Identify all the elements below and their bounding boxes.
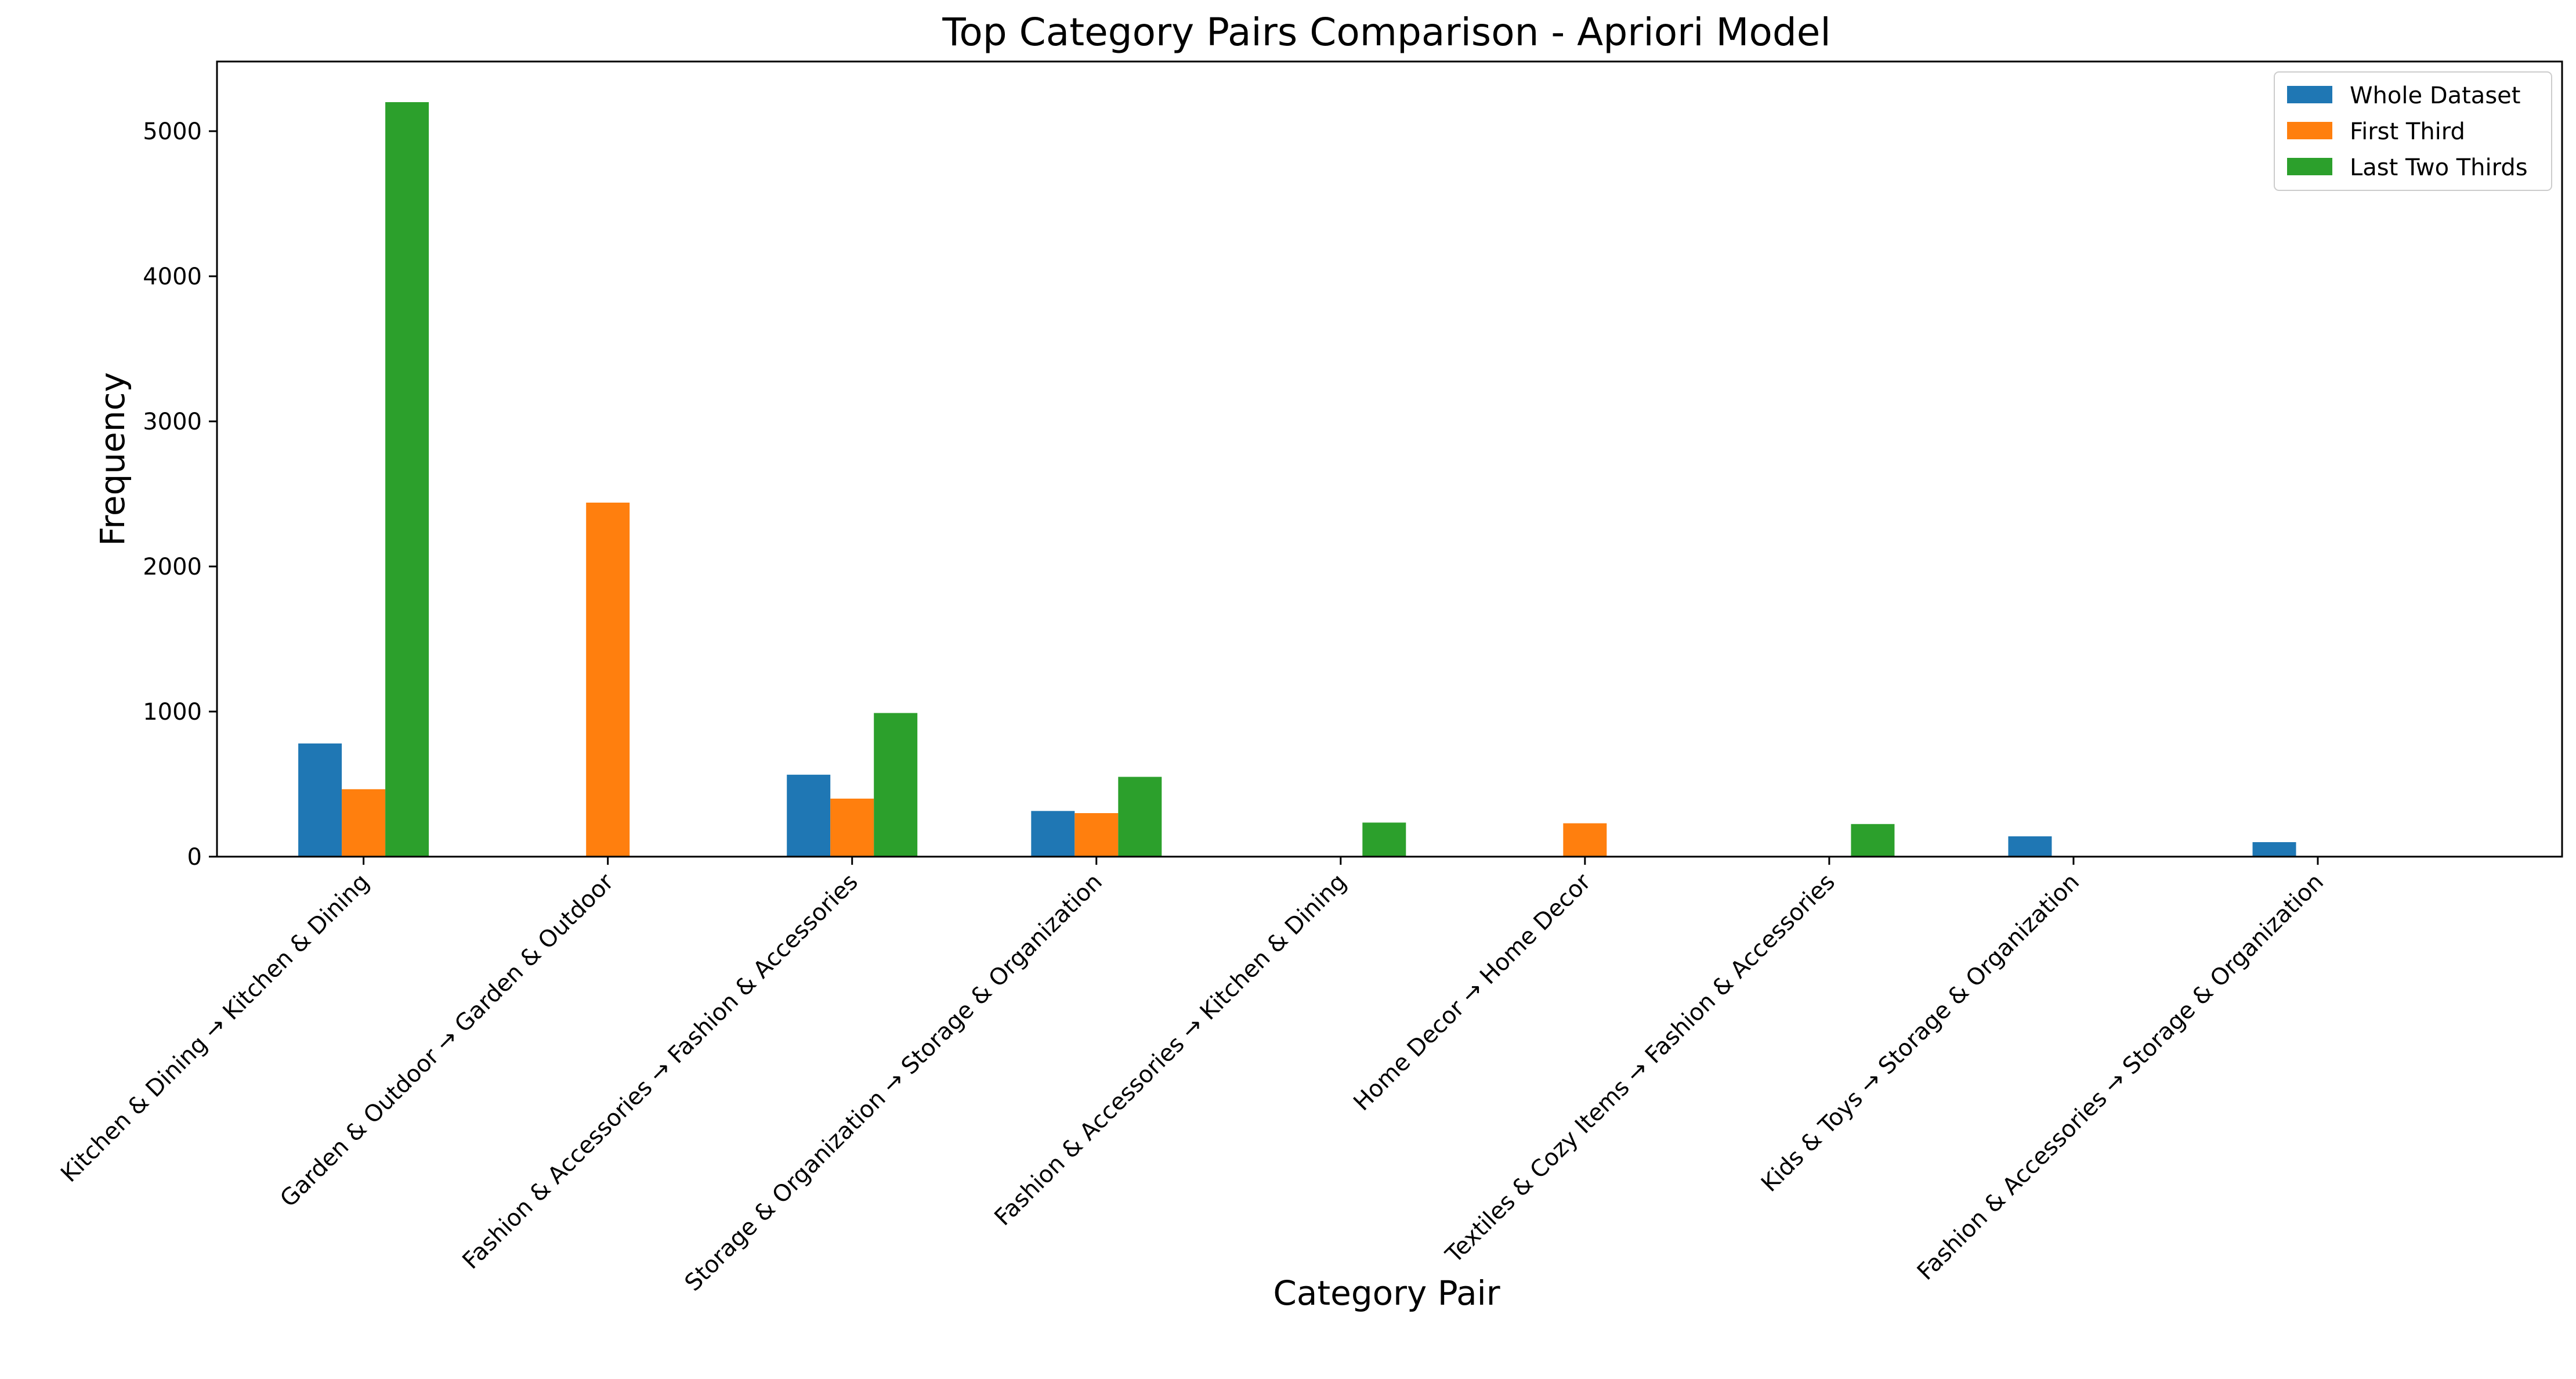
y-axis-title: Frequency — [93, 372, 132, 546]
bar — [1118, 777, 1162, 857]
y-axis: 0 1000 2000 3000 4000 5000 — [143, 118, 217, 871]
y-tick-label: 2000 — [143, 554, 202, 580]
y-tick-label: 5000 — [143, 118, 202, 145]
bar — [385, 102, 429, 857]
bar — [830, 799, 874, 857]
chart-title: Top Category Pairs Comparison - Apriori … — [942, 10, 1830, 55]
bar — [298, 743, 342, 857]
legend-label: Whole Dataset — [2350, 82, 2520, 109]
bar — [2008, 836, 2052, 857]
y-tick-label: 0 — [187, 844, 202, 871]
legend-swatch — [2287, 86, 2332, 103]
bar — [1362, 822, 1406, 857]
legend-swatch — [2287, 158, 2332, 175]
x-axis-title: Category Pair — [1273, 1273, 1500, 1313]
bar — [787, 774, 831, 857]
legend-label: First Third — [2350, 118, 2465, 145]
bar — [1074, 813, 1119, 857]
bar — [586, 503, 630, 857]
y-tick-label: 1000 — [143, 699, 202, 725]
bar — [874, 713, 918, 857]
y-tick-label: 3000 — [143, 409, 202, 435]
y-tick-label: 4000 — [143, 263, 202, 290]
bar — [1851, 824, 1895, 857]
bar — [1563, 823, 1607, 857]
bar — [2252, 842, 2296, 857]
bar — [342, 789, 386, 857]
plot-frame — [216, 60, 2563, 858]
bars-group — [298, 102, 2296, 857]
legend-swatch — [2287, 122, 2332, 139]
legend-frame — [2274, 71, 2552, 191]
legend: Whole Dataset First Third Last Two Thirds — [2274, 71, 2552, 191]
legend-label: Last Two Thirds — [2350, 154, 2528, 181]
bar — [1031, 811, 1075, 857]
